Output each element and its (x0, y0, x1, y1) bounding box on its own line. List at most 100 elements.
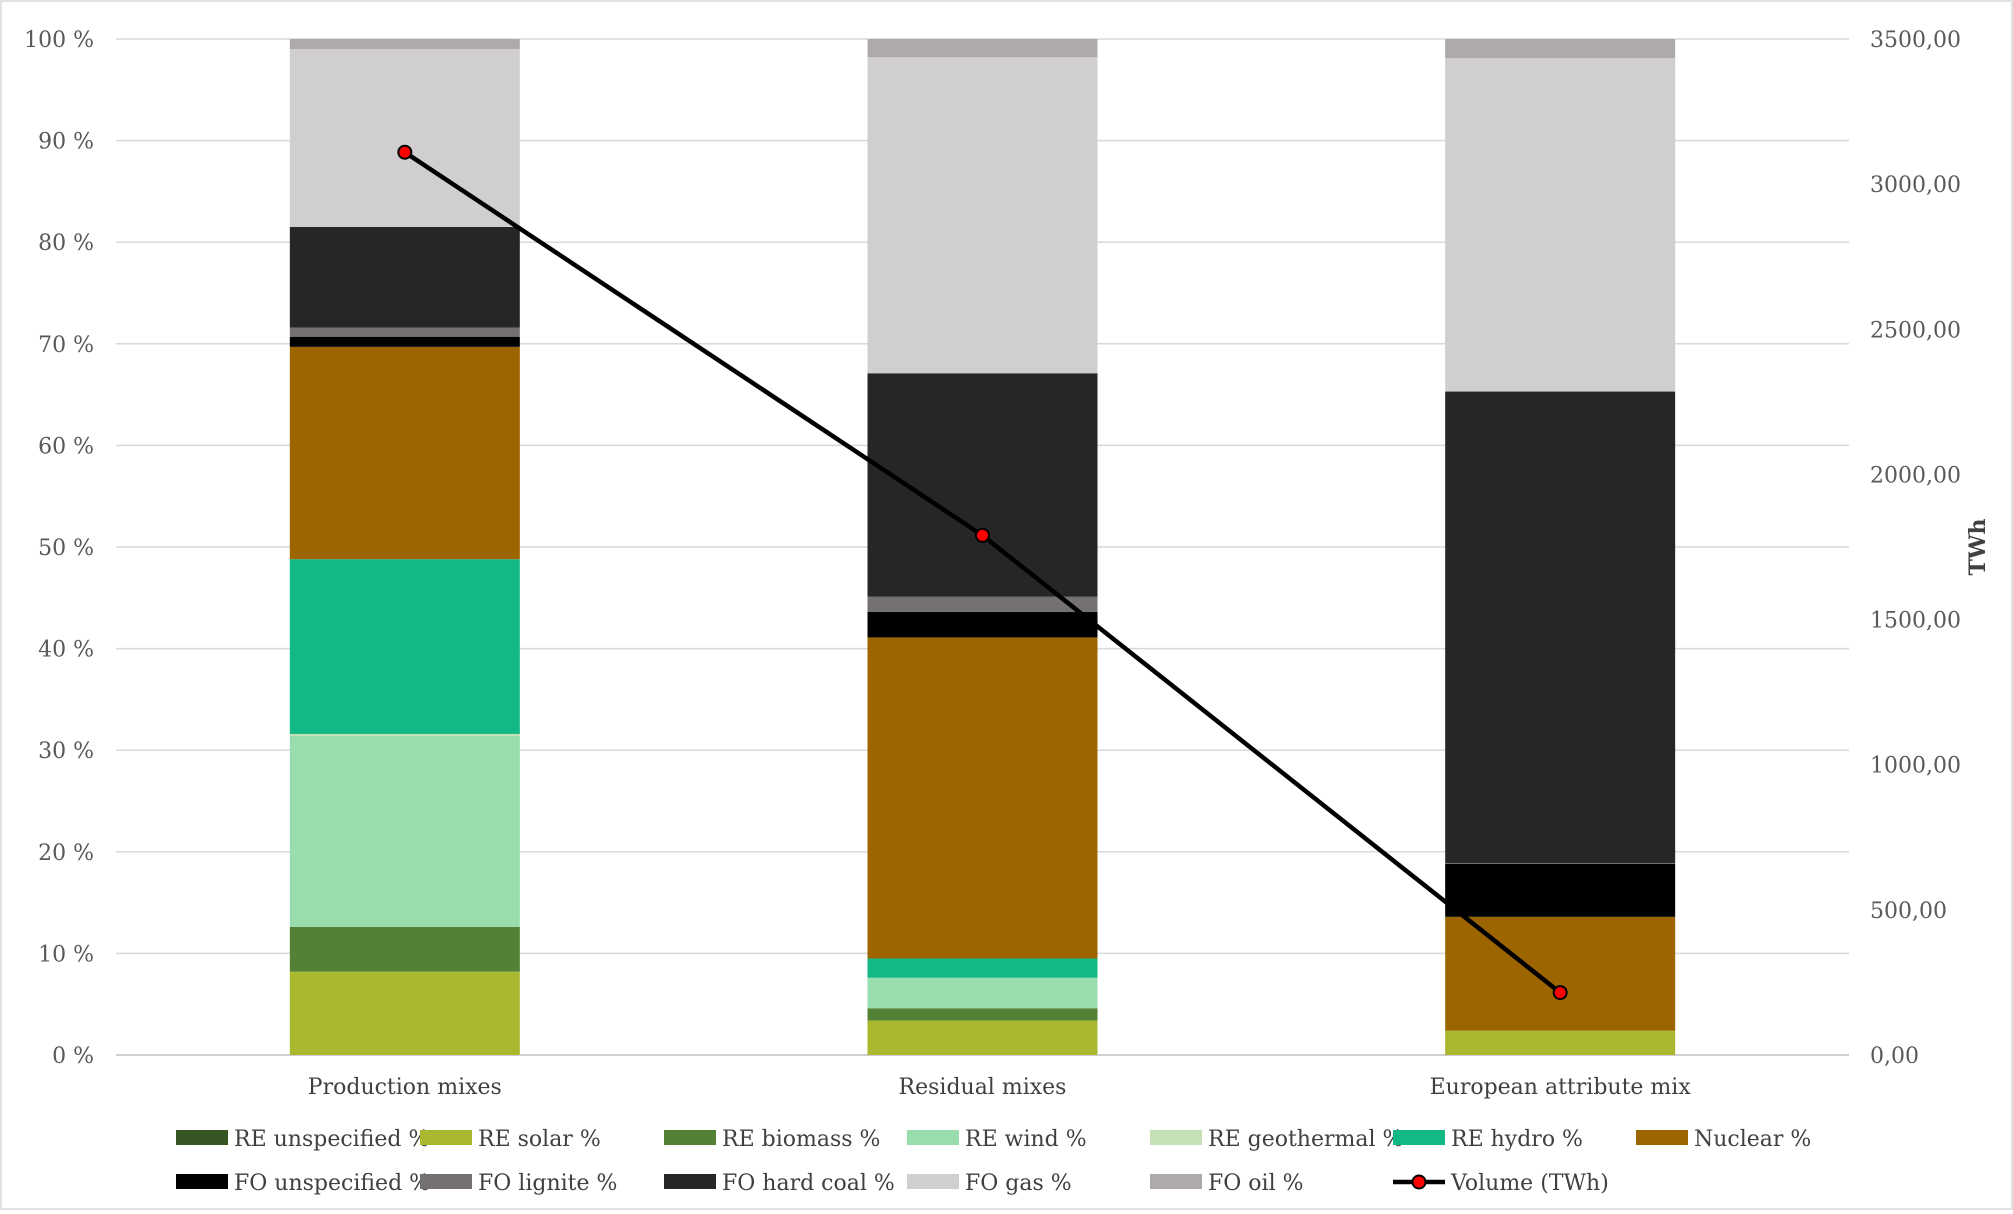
category-label: Production mixes (308, 1075, 502, 1100)
legend-label: FO oil % (1208, 1171, 1304, 1196)
legend-item: Volume (TWh) (1393, 1171, 1609, 1196)
legend-swatch (1636, 1130, 1688, 1145)
right-tick-label: 0,00 (1870, 1044, 1919, 1069)
bars (289, 39, 1676, 1055)
bar-segment (867, 1008, 1098, 1021)
legend-item: FO unspecified % (176, 1171, 430, 1196)
legend-swatch (664, 1174, 716, 1189)
legend-swatch (1393, 1130, 1445, 1145)
bar-segment (1445, 58, 1676, 392)
bar-segment (867, 39, 1098, 58)
bar-segment (1445, 916, 1676, 1031)
volume-line-layer (397, 144, 1568, 1001)
bar-segment (289, 49, 520, 227)
right-axis-title: TWh (1965, 518, 1991, 575)
legend-label: RE hydro % (1451, 1127, 1583, 1152)
bar-segment (1445, 1030, 1676, 1055)
bar-segment (1445, 39, 1676, 59)
legend-item: FO hard coal % (664, 1171, 895, 1196)
legend-item: FO oil % (1150, 1171, 1304, 1196)
right-tick-label: 3500,00 (1870, 28, 1961, 53)
category-label: European attribute mix (1430, 1075, 1692, 1100)
bar-segment (289, 226, 520, 328)
legend-item: RE unspecified % (176, 1127, 429, 1152)
legend-swatch (1150, 1130, 1202, 1145)
legend-item: RE geothermal % (1150, 1127, 1403, 1152)
right-tick-label: 2500,00 (1870, 318, 1961, 343)
legend-swatch (176, 1130, 228, 1145)
legend-item: RE wind % (907, 1127, 1087, 1152)
bar-segment (289, 336, 520, 347)
bar-segment (867, 57, 1098, 374)
legend-swatch (907, 1174, 959, 1189)
bar-segment (289, 327, 520, 337)
legend-label: RE unspecified % (234, 1127, 429, 1152)
category-label: Residual mixes (899, 1075, 1067, 1100)
bar-segment (289, 346, 520, 560)
legend-label: FO gas % (965, 1171, 1072, 1196)
legend-item: RE biomass % (664, 1127, 880, 1152)
legend-item: RE solar % (420, 1127, 601, 1152)
legend-label: FO hard coal % (722, 1171, 895, 1196)
right-tick-label: 1000,00 (1870, 754, 1961, 779)
legend-label: RE wind % (965, 1127, 1087, 1152)
legend-swatch (420, 1130, 472, 1145)
bar-segment (867, 1020, 1098, 1055)
legend-item: Nuclear % (1636, 1127, 1811, 1152)
left-tick-label: 40 % (38, 638, 94, 663)
legend-label: RE solar % (478, 1127, 601, 1152)
left-tick-label: 20 % (38, 841, 94, 866)
left-tick-label: 90 % (38, 130, 94, 155)
legend-swatch (420, 1174, 472, 1189)
legend-swatch (907, 1130, 959, 1145)
bar-segment (289, 39, 520, 50)
bar-segment (1445, 391, 1676, 863)
legend-label: RE geothermal % (1208, 1127, 1403, 1152)
left-tick-label: 70 % (38, 333, 94, 358)
legend-swatch (664, 1130, 716, 1145)
legend-swatch (176, 1174, 228, 1189)
legend-marker-swatch (1411, 1174, 1427, 1190)
bar-segment (867, 596, 1098, 613)
left-tick-label: 100 % (24, 28, 94, 53)
legend-item: FO gas % (907, 1171, 1072, 1196)
legend-item: RE hydro % (1393, 1127, 1583, 1152)
volume-point (1552, 985, 1568, 1001)
legend-item: FO lignite % (420, 1171, 617, 1196)
legend: RE unspecified % RE solar % RE biomass % RE… (176, 1127, 1811, 1196)
volume-point (975, 527, 990, 543)
right-tick-label: 1500,00 (1870, 609, 1961, 634)
volume-point (397, 144, 413, 160)
left-tick-label: 30 % (38, 739, 94, 764)
left-tick-label: 10 % (38, 942, 94, 967)
left-tick-label: 80 % (38, 231, 94, 256)
right-tick-label: 3000,00 (1870, 173, 1961, 198)
bar-segment (1445, 862, 1676, 864)
legend-label: FO lignite % (478, 1171, 617, 1196)
legend-label: RE biomass % (722, 1127, 880, 1152)
category-labels: Production mixes Residual mixes European a… (308, 1075, 1692, 1100)
bar-segment (289, 735, 520, 927)
right-tick-label: 2000,00 (1870, 463, 1961, 488)
right-tick-label: 500,00 (1870, 899, 1947, 924)
bar-segment (289, 733, 520, 736)
right-axis-ticks: 0,00 500,00 1000,00 1500,00 2000,00 2500,00 30… (1870, 28, 1961, 1069)
bar-segment (867, 977, 1098, 1009)
legend-label: Nuclear % (1694, 1127, 1811, 1152)
bar-segment (289, 926, 520, 972)
bar-segment (289, 559, 520, 734)
left-tick-label: 0 % (52, 1044, 94, 1069)
legend-label: Volume (TWh) (1450, 1171, 1609, 1196)
legend-label: FO unspecified % (234, 1171, 430, 1196)
legend-swatch (1150, 1174, 1202, 1189)
bar-segment (867, 612, 1098, 638)
bar-segment (289, 971, 520, 1055)
bar-segment (1445, 863, 1676, 917)
bar-segment (867, 958, 1098, 978)
left-tick-label: 50 % (38, 536, 94, 561)
bar-segment (867, 373, 1098, 597)
left-tick-label: 60 % (38, 434, 94, 459)
left-axis-ticks: 0 % 10 % 20 % 30 % 40 % 50 % 60 % 70 % 80 % 90 % 1… (24, 28, 94, 1069)
bar-segment (867, 637, 1098, 959)
